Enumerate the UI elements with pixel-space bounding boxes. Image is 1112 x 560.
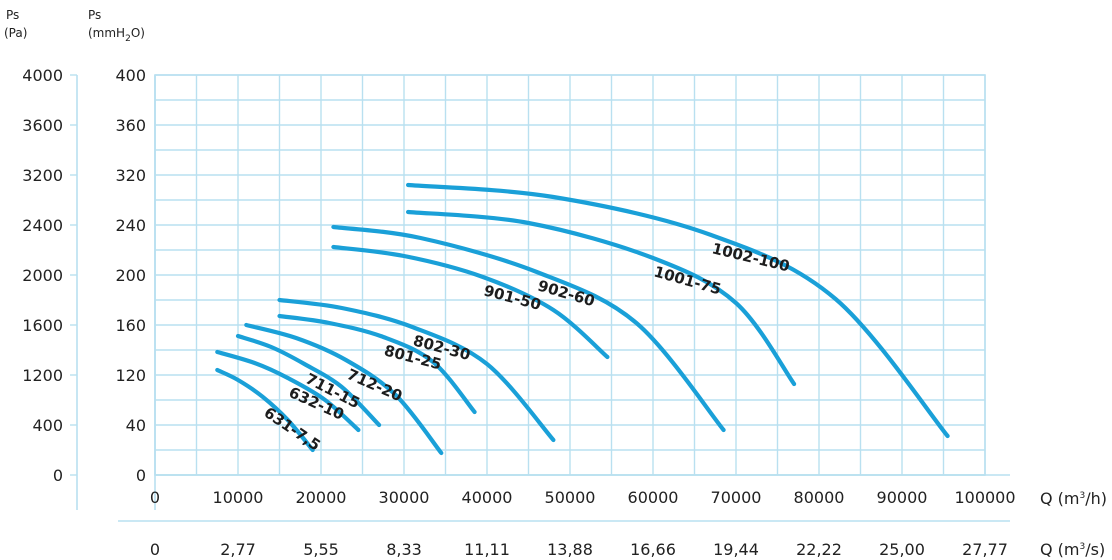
y-tick-label-pa: 400 xyxy=(32,416,63,435)
y-tick-label-pa: 3600 xyxy=(22,116,63,135)
x-tick-label-m3h: 10000 xyxy=(213,488,264,507)
y-tick-label-pa: 3200 xyxy=(22,166,63,185)
curve-712-20 xyxy=(244,322,444,456)
y-tick-label-pa: 2400 xyxy=(22,216,63,235)
series-label-901-50: 901-50 xyxy=(482,281,543,313)
plot-grid xyxy=(154,74,986,476)
ps-pa-unit-label: (Pa) xyxy=(4,26,27,40)
y-tick-label-pa: 1200 xyxy=(22,366,63,385)
x-tick-label-m3s: 11,11 xyxy=(464,540,510,559)
y-tick-label-pa: 1600 xyxy=(22,316,63,335)
axes: 0040400120120016016002002000240240032032… xyxy=(22,66,1015,559)
curve-711-15 xyxy=(235,333,382,428)
ps-mm-label: Ps xyxy=(88,8,101,22)
ps-pa-label: Ps xyxy=(6,8,19,22)
series-curves xyxy=(215,182,950,456)
ps-mm-unit-sub: 2 xyxy=(125,34,131,44)
x-tick-label-m3s: 19,44 xyxy=(713,540,759,559)
curve-1001-75 xyxy=(406,209,797,387)
x-tick-label-m3h: 0 xyxy=(150,488,160,507)
y-tick-label-mmh2o: 240 xyxy=(115,216,146,235)
q-m3s-label: Q (m3/s) xyxy=(1040,540,1105,559)
curve-631-7-5 xyxy=(215,367,315,453)
q-m3s-start: Q (m xyxy=(1040,540,1080,559)
y-tick-label-mmh2o: 200 xyxy=(115,266,146,285)
series-label-1001-75: 1001-75 xyxy=(652,263,723,299)
x-tick-label-m3s: 22,22 xyxy=(796,540,842,559)
x-tick-label-m3h: 60000 xyxy=(628,488,679,507)
series-labels: 631-7,5632-10711-15712-20801-25802-30901… xyxy=(261,239,792,454)
q-m3h-end: /h) xyxy=(1085,489,1107,508)
y-tick-label-mmh2o: 40 xyxy=(126,416,146,435)
q-m3s-sup: 3 xyxy=(1080,542,1086,552)
x-tick-label-m3s: 27,77 xyxy=(962,540,1008,559)
q-m3h-label: Q (m3/h) xyxy=(1040,489,1107,508)
curve-801-25 xyxy=(277,313,477,415)
x-tick-label-m3h: 40000 xyxy=(462,488,513,507)
y-tick-label-mmh2o: 160 xyxy=(115,316,146,335)
x-tick-label-m3s: 0 xyxy=(150,540,160,559)
y-tick-label-mmh2o: 400 xyxy=(115,66,146,85)
ps-mm-unit-end: O) xyxy=(131,26,145,40)
q-m3h-sup: 3 xyxy=(1080,491,1086,501)
x-tick-label-m3s: 2,77 xyxy=(220,540,256,559)
x-tick-label-m3h: 80000 xyxy=(794,488,845,507)
ps-mm-unit-label: (mmH2O) xyxy=(88,26,145,44)
y-tick-label-mmh2o: 0 xyxy=(136,466,146,485)
y-tick-label-mmh2o: 120 xyxy=(115,366,146,385)
curve-902-60 xyxy=(331,224,726,433)
y-tick-label-pa: 4000 xyxy=(22,66,63,85)
curve-901-50 xyxy=(331,244,610,360)
x-tick-label-m3s: 13,88 xyxy=(547,540,593,559)
y-tick-label-pa: 2000 xyxy=(22,266,63,285)
curve-802-30 xyxy=(277,297,556,443)
y-tick-label-pa: 0 xyxy=(53,466,63,485)
x-tick-label-m3h: 100000 xyxy=(954,488,1015,507)
curve-1002-100 xyxy=(406,182,950,439)
curve-632-10 xyxy=(215,349,361,433)
x-tick-label-m3s: 16,66 xyxy=(630,540,676,559)
x-tick-label-m3h: 50000 xyxy=(545,488,596,507)
q-m3h-start: Q (m xyxy=(1040,489,1080,508)
x-tick-label-m3h: 90000 xyxy=(877,488,928,507)
x-tick-label-m3s: 5,55 xyxy=(303,540,339,559)
x-tick-label-m3h: 30000 xyxy=(379,488,430,507)
x-tick-label-m3s: 25,00 xyxy=(879,540,925,559)
ps-mm-unit-start: (mmH xyxy=(88,26,125,40)
q-m3s-end: /s) xyxy=(1085,540,1105,559)
x-tick-label-m3s: 8,33 xyxy=(386,540,422,559)
x-tick-label-m3h: 70000 xyxy=(711,488,762,507)
y-tick-label-mmh2o: 320 xyxy=(115,166,146,185)
x-tick-label-m3h: 20000 xyxy=(296,488,347,507)
series-label-1002-100: 1002-100 xyxy=(710,239,791,275)
y-tick-label-mmh2o: 360 xyxy=(115,116,146,135)
